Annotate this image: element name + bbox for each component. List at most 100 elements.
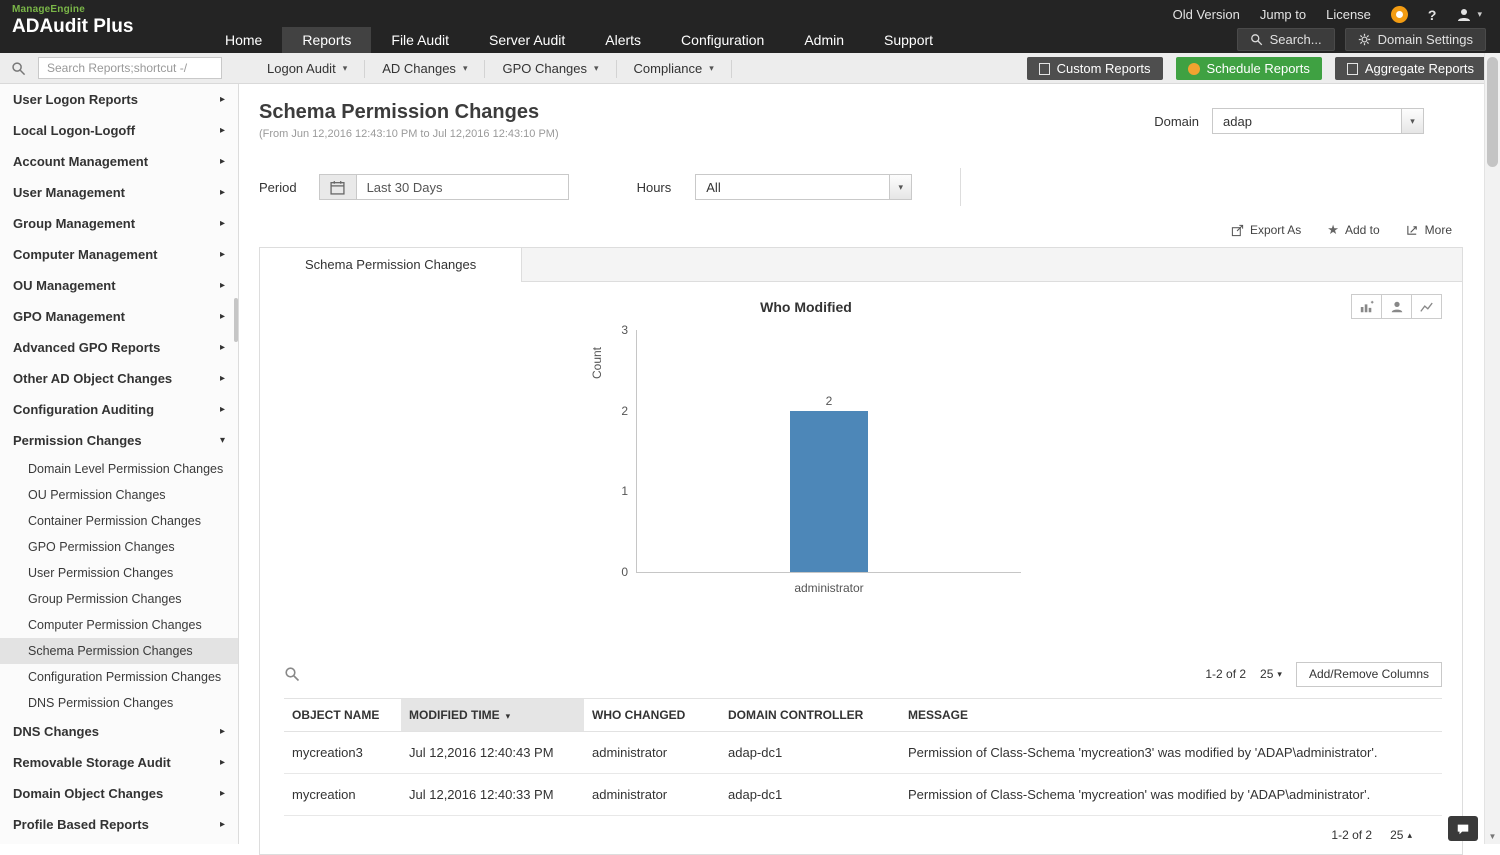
column-header[interactable]: OBJECT NAME▾	[284, 698, 401, 732]
domain-select[interactable]: adap	[1212, 108, 1424, 134]
table-search-icon[interactable]	[284, 666, 300, 682]
table-row[interactable]: mycreation Jul 12,2016 12:40:33 PM admin…	[284, 773, 1442, 816]
page-size-select[interactable]: 25	[1260, 667, 1282, 681]
sidebar-item[interactable]: Group Permission Changes	[0, 586, 238, 612]
scrollbar-thumb[interactable]	[1487, 57, 1498, 167]
sidebar-item[interactable]: Computer Permission Changes	[0, 612, 238, 638]
chevron-icon	[220, 311, 225, 322]
sidebar-item[interactable]: Computer Management	[0, 239, 238, 270]
nav-item[interactable]: Configuration	[681, 32, 765, 48]
report-action-button[interactable]: Schedule Reports	[1175, 57, 1322, 80]
sidebar-item[interactable]: Profile Based Reports	[0, 809, 238, 840]
sidebar-item[interactable]: Domain Object Changes	[0, 778, 238, 809]
button-label: Aggregate Reports	[1364, 61, 1474, 76]
app-logo[interactable]: ManageEngine ADAudit Plus	[12, 4, 133, 38]
cell-object-name: mycreation	[284, 773, 401, 816]
page-size-value: 25	[1260, 667, 1274, 681]
bar-chart-view-button[interactable]	[1351, 294, 1382, 319]
sidebar-item-label: Removable Storage Audit	[13, 755, 171, 770]
cell-object-name: mycreation3	[284, 731, 401, 774]
add-to-button[interactable]: Add to	[1327, 222, 1380, 238]
sidebar-scrollbar[interactable]	[234, 298, 238, 342]
sidebar-item[interactable]: GPO Management	[0, 301, 238, 332]
column-header[interactable]: WHO CHANGED▾	[584, 698, 720, 732]
sidebar-item[interactable]: Domain Level Permission Changes	[0, 456, 238, 482]
cell-who-changed: administrator	[584, 731, 720, 774]
column-header[interactable]: DOMAIN CONTROLLER▾	[720, 698, 900, 732]
star-icon	[1327, 222, 1339, 238]
calendar-button[interactable]	[318, 174, 357, 200]
column-header[interactable]: MODIFIED TIME ▾	[401, 698, 584, 732]
feedback-chat-button[interactable]	[1448, 816, 1478, 841]
reports-toolbar: Logon Audit AD Changes GPO Changes Compl…	[0, 53, 1500, 84]
line-chart-view-button[interactable]	[1411, 294, 1442, 319]
export-as-button[interactable]: Export As	[1231, 223, 1301, 237]
nav-item[interactable]: Server Audit	[488, 32, 566, 48]
nav-item[interactable]: File Audit	[391, 32, 449, 48]
sidebar-item[interactable]: Schema Permission Changes	[0, 638, 238, 664]
sidebar-item-label: User Management	[13, 185, 125, 200]
sidebar-item[interactable]: OU Permission Changes	[0, 482, 238, 508]
toolbar-menu[interactable]: Logon Audit	[250, 59, 366, 78]
sidebar-item[interactable]: Local Logon-Logoff	[0, 115, 238, 146]
x-category-label: administrator	[794, 581, 864, 595]
nav-item[interactable]: Alerts	[605, 32, 642, 48]
nav-item[interactable]: Admin	[804, 32, 845, 48]
table-row[interactable]: mycreation3 Jul 12,2016 12:40:43 PM admi…	[284, 731, 1442, 774]
footer-page-size-select[interactable]: 25	[1390, 828, 1412, 842]
sidebar-item[interactable]: Removable Storage Audit	[0, 747, 238, 778]
toolbar-menu[interactable]: GPO Changes	[485, 59, 617, 78]
button-label: Schedule Reports	[1206, 61, 1310, 76]
sidebar-item[interactable]: User Logon Reports	[0, 84, 238, 115]
column-header[interactable]: MESSAGE▾	[900, 698, 1442, 732]
export-as-label: Export As	[1249, 223, 1302, 237]
bar[interactable]	[790, 410, 868, 572]
more-button[interactable]: More	[1406, 223, 1452, 237]
sidebar-item[interactable]: Permission Changes	[0, 425, 238, 456]
sidebar-item[interactable]: User Management	[0, 177, 238, 208]
support-icon[interactable]	[1390, 6, 1408, 23]
sidebar-item[interactable]: User Permission Changes	[0, 560, 238, 586]
sidebar-item[interactable]: DNS Changes	[0, 716, 238, 747]
sidebar-item[interactable]: Account Management	[0, 146, 238, 177]
top-link[interactable]: License	[1326, 7, 1371, 22]
sidebar-item[interactable]: GPO Permission Changes	[0, 534, 238, 560]
report-header: Schema Permission Changes (From Jun 12,2…	[240, 84, 1484, 140]
period-input[interactable]	[356, 174, 569, 200]
hours-select[interactable]: All	[695, 174, 913, 200]
sidebar-item[interactable]: Advanced GPO Reports	[0, 332, 238, 363]
sidebar-item[interactable]: OU Management	[0, 270, 238, 301]
sidebar-item[interactable]: DNS Permission Changes	[0, 690, 238, 716]
add-remove-columns-button[interactable]: Add/Remove Columns	[1295, 661, 1442, 687]
tab-schema-permission-changes[interactable]: Schema Permission Changes	[260, 248, 523, 282]
toolbar-menu[interactable]: Compliance	[617, 59, 732, 78]
search-button[interactable]: Search...	[1236, 28, 1335, 51]
nav-item[interactable]: Home	[225, 32, 263, 48]
sidebar-item[interactable]: Other AD Object Changes	[0, 363, 238, 394]
sidebar-item[interactable]: Group Management	[0, 208, 238, 239]
scrollbar-down-arrow[interactable]	[1485, 828, 1500, 844]
domain-settings-button[interactable]: Domain Settings	[1344, 28, 1486, 51]
nav-item[interactable]: Support	[884, 32, 934, 48]
results-table: OBJECT NAME▾ MODIFIED TIME ▾ WHO CHANGED▾…	[284, 698, 1442, 816]
sort-caret-icon: ▾	[505, 711, 511, 721]
user-menu[interactable]	[1456, 7, 1482, 23]
user-summary-view-button[interactable]	[1381, 294, 1412, 319]
top-link[interactable]: Old Version	[1172, 7, 1240, 22]
report-action-button[interactable]: Aggregate Reports	[1334, 57, 1486, 80]
report-date-range: (From Jun 12,2016 12:43:10 PM to Jul 12,…	[259, 128, 559, 140]
sidebar-item[interactable]: Container Permission Changes	[0, 508, 238, 534]
top-link[interactable]: Jump to	[1259, 7, 1307, 22]
sidebar-item[interactable]: Configuration Permission Changes	[0, 664, 238, 690]
help-icon[interactable]: ?	[1427, 6, 1437, 23]
toolbar-menu[interactable]: AD Changes	[365, 59, 486, 78]
nav-item[interactable]: Reports	[282, 27, 372, 53]
report-icon	[1187, 62, 1200, 75]
main-nav: Home Reports File Audit Server Audit Ale…	[205, 27, 953, 53]
page-scrollbar[interactable]	[1484, 53, 1500, 844]
sidebar-item[interactable]: Configuration Auditing	[0, 394, 238, 425]
top-utility-links: Old Version Jump to License ?	[1173, 6, 1482, 23]
report-action-button[interactable]: Custom Reports	[1026, 57, 1163, 80]
report-search-input[interactable]	[38, 57, 222, 79]
period-label: Period	[259, 179, 297, 195]
